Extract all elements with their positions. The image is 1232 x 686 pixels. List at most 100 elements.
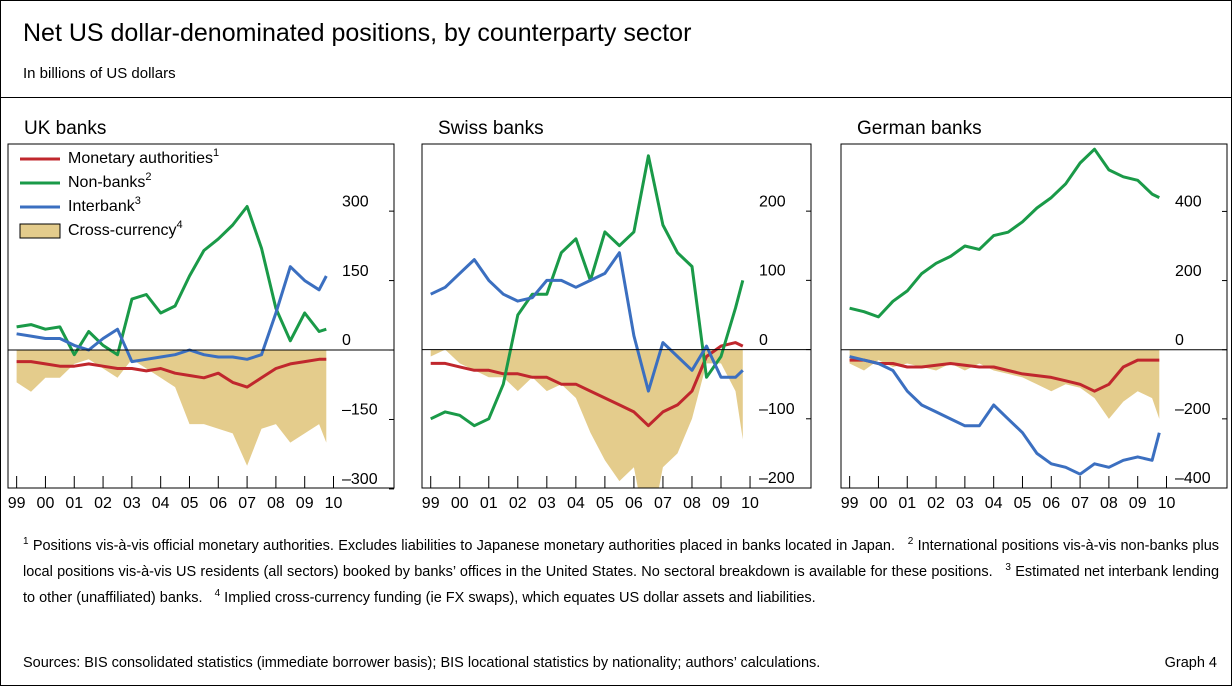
x-tick-label: 10 — [325, 495, 343, 512]
subtitle: In billions of US dollars — [23, 65, 176, 82]
x-tick-label: 06 — [1042, 495, 1060, 512]
y-tick-label: 200 — [759, 193, 786, 210]
area — [849, 349, 1160, 419]
x-tick-label: 06 — [209, 495, 227, 512]
x-tick-label: 07 — [238, 495, 256, 512]
x-tick-label: 01 — [65, 495, 83, 512]
x-tick-label: 05 — [181, 495, 199, 512]
x-tick-label: 08 — [1100, 495, 1118, 512]
footnote-mark: 4 — [214, 587, 221, 599]
y-tick-label: –100 — [759, 401, 795, 418]
plot — [430, 154, 745, 488]
legend-label: Monetary authorities1 — [68, 147, 219, 167]
x-tick-label: 08 — [267, 495, 285, 512]
legend-swatch — [19, 223, 61, 239]
x-tick-label: 09 — [296, 495, 314, 512]
y-tick-label: –200 — [759, 470, 795, 487]
line — [849, 147, 1160, 319]
y-tick-label: –150 — [342, 402, 378, 419]
y-tick-label: 100 — [759, 263, 786, 280]
x-tick-label: 02 — [509, 495, 527, 512]
footnote-mark: 2 — [907, 536, 914, 547]
x-tick-label: 99 — [422, 495, 440, 512]
footnote-text: Positions vis-à-vis official monetary au… — [32, 537, 896, 554]
x-tick-label: 10 — [1158, 495, 1176, 512]
plot — [849, 147, 1161, 476]
x-tick-label: 03 — [123, 495, 141, 512]
x-tick-label: 03 — [538, 495, 556, 512]
line — [430, 341, 744, 428]
x-tick-label: 05 — [596, 495, 614, 512]
x-tick-label: 02 — [927, 495, 945, 512]
line — [849, 358, 1160, 393]
y-tick-label: –400 — [1175, 470, 1211, 487]
line — [16, 357, 327, 389]
y-tick-label: –200 — [1175, 401, 1211, 418]
footnote-text: Implied cross-currency funding (ie FX sw… — [224, 589, 816, 606]
footnote-text: International positions vis-à-vis non-ba… — [23, 537, 1220, 580]
line — [16, 205, 327, 357]
x-tick-label: 09 — [1129, 495, 1147, 512]
panel-title: Swiss banks — [438, 118, 544, 139]
x-tick-label: 07 — [654, 495, 672, 512]
x-tick-label: 04 — [985, 495, 1003, 512]
x-tick-label: 01 — [480, 495, 498, 512]
frame — [840, 143, 1228, 489]
y-tick-label: 200 — [1175, 263, 1202, 280]
x-tick-label: 10 — [741, 495, 759, 512]
y-tick-label: 0 — [1175, 332, 1184, 349]
area — [430, 349, 743, 488]
x-tick-label: 00 — [37, 495, 55, 512]
legend-note: 1 — [213, 147, 219, 159]
y-tick-label: 150 — [342, 263, 369, 280]
x-tick-label: 05 — [1014, 495, 1032, 512]
legend-note: 3 — [135, 195, 141, 207]
y-tick-label: 400 — [1175, 194, 1202, 211]
x-tick-label: 99 — [8, 495, 26, 512]
y-tick-label: 0 — [342, 332, 351, 349]
x-tick-label: 99 — [841, 495, 859, 512]
graph-label: Graph 4 — [1164, 655, 1217, 671]
x-tick-label: 03 — [956, 495, 974, 512]
x-tick-label: 04 — [567, 495, 585, 512]
legend-note: 2 — [145, 171, 151, 183]
divider — [1, 97, 1231, 98]
footnote-mark: 1 — [23, 536, 29, 547]
legend-name: Non-banks — [68, 174, 145, 191]
legend-label: Cross-currency4 — [68, 219, 183, 239]
panel-title: German banks — [857, 118, 982, 139]
legend-label: Non-banks2 — [68, 171, 152, 191]
panel-title: UK banks — [24, 118, 106, 139]
x-tick-label: 02 — [94, 495, 112, 512]
area — [16, 350, 327, 466]
y-tick-label: 0 — [759, 332, 768, 349]
x-tick-label: 00 — [451, 495, 469, 512]
plot — [16, 205, 328, 466]
x-tick-label: 00 — [870, 495, 888, 512]
legend-note: 4 — [176, 219, 182, 231]
y-tick-label: 300 — [342, 193, 369, 210]
footnotes: 1 Positions vis-à-vis official monetary … — [23, 531, 1219, 608]
title: Net US dollar-denominated positions, by … — [23, 19, 692, 47]
footnote-mark: 3 — [1005, 561, 1011, 573]
legend-name: Monetary authorities — [68, 150, 213, 167]
x-tick-label: 04 — [152, 495, 170, 512]
footnote-text: Estimated net interbank lending to other… — [23, 563, 1220, 606]
frame — [421, 143, 812, 489]
frame — [7, 143, 395, 489]
x-tick-label: 07 — [1071, 495, 1089, 512]
line — [430, 251, 744, 393]
x-tick-label: 08 — [683, 495, 701, 512]
y-tick-label: –300 — [342, 471, 378, 488]
x-tick-label: 01 — [898, 495, 916, 512]
legend-name: Cross-currency — [68, 222, 176, 239]
sources: Sources: BIS consolidated statistics (im… — [23, 655, 821, 671]
legend-label: Interbank3 — [68, 195, 141, 215]
legend-name: Interbank — [68, 198, 136, 215]
line — [16, 265, 328, 364]
line — [849, 355, 1161, 476]
x-tick-label: 06 — [625, 495, 643, 512]
x-tick-label: 09 — [712, 495, 730, 512]
